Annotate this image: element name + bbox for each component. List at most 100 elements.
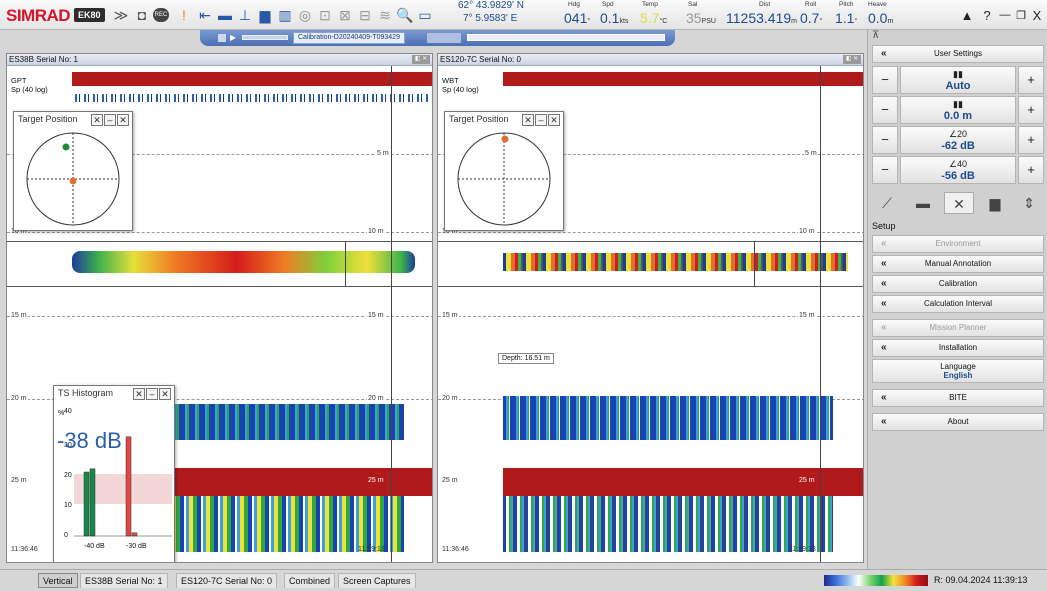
depth-tooltip: Depth: 16.51 m <box>498 353 554 364</box>
gain1-control: − ∠20 -62 dB + <box>872 126 1044 154</box>
fish-layer-echo <box>172 404 404 440</box>
roll-readout: Roll 0.7° <box>800 1 823 26</box>
increase-button[interactable]: + <box>1018 66 1044 94</box>
grid-icon[interactable]: ≋ <box>379 6 391 23</box>
search-icon[interactable]: 🔍 <box>396 6 414 23</box>
settings-icon[interactable]: ✕ <box>91 114 103 126</box>
operation-tab-icon[interactable]: ⟋ <box>882 195 892 211</box>
setup-tab-icon[interactable]: ✕ <box>944 192 974 214</box>
brand-logo: SIMRAD <box>6 6 71 25</box>
stop-icon[interactable] <box>218 34 226 42</box>
tab-combined[interactable]: Combined <box>284 573 336 588</box>
target-icon[interactable]: ◎ <box>298 6 312 23</box>
replay-file-label[interactable]: Calibration-D20240409-T093429 <box>293 32 405 44</box>
layout-tab-icon[interactable]: ▆ <box>989 195 1001 211</box>
mission-planner-button[interactable]: «Mission Planner <box>872 319 1044 337</box>
heave-readout: Heave 0.0m <box>868 1 894 26</box>
minimize-icon[interactable]: – <box>104 114 116 126</box>
calibration-button[interactable]: «Calibration <box>872 275 1044 293</box>
active-tab-icon[interactable]: ⇕ <box>1023 195 1035 211</box>
target-position-plot <box>26 132 120 226</box>
position-readout: 62° 43.9829' N 7° 5.9583' E <box>443 0 533 30</box>
temp-readout: Temp 5.7°C <box>640 1 668 26</box>
close-icon[interactable]: ✕ <box>548 114 560 126</box>
tab-vertical[interactable]: Vertical <box>38 573 78 588</box>
zoom-fit-icon[interactable]: ⊟ <box>359 6 371 23</box>
echogram-icon[interactable]: ▆ <box>259 6 271 23</box>
installation-button[interactable]: «Installation <box>872 339 1044 357</box>
calibration-sphere-echo <box>72 251 415 273</box>
target-position-window[interactable]: Target Position ✕ – ✕ <box>444 111 564 231</box>
tab-es120[interactable]: ES120-7C Serial No: 0 <box>176 573 278 588</box>
histogram-bar <box>125 436 132 537</box>
minimize-icon[interactable]: – <box>535 114 547 126</box>
pitch-readout: Pitch 1.1° <box>835 1 858 26</box>
decrease-button[interactable]: − <box>872 156 898 184</box>
zoom-in-icon[interactable]: ⊡ <box>319 6 331 23</box>
increase-button[interactable]: + <box>1018 96 1044 124</box>
panel-title: ES120-7C Serial No: 0 <box>438 54 863 66</box>
close-icon[interactable]: ✕ <box>159 388 171 400</box>
zoom-out-icon[interactable]: ⊠ <box>339 6 351 23</box>
pin-icon[interactable]: ⊼ <box>872 30 880 41</box>
longitude: 7° 5.9583' E <box>463 13 518 24</box>
calculation-interval-button[interactable]: «Calculation Interval <box>872 295 1044 313</box>
echogram-panel-right: ES120-7C Serial No: 0 ◧ ✕ WBT Sp (40 log… <box>437 53 864 563</box>
settings-icon[interactable]: ✕ <box>522 114 534 126</box>
power-icon: ▮▮ <box>953 69 963 79</box>
record-toggle-icon[interactable]: ▭ <box>418 6 432 23</box>
speed-readout: Spd 0.1kts <box>600 1 629 26</box>
latitude: 62° 43.9829' N <box>458 0 524 11</box>
color-scale[interactable] <box>824 575 928 586</box>
play-icon[interactable]: ▶ <box>230 33 237 42</box>
alarm-icon[interactable]: ▲ <box>960 7 974 23</box>
record-button[interactable]: REC <box>153 8 169 22</box>
minimize-icon[interactable]: – <box>146 388 158 400</box>
decrease-button[interactable]: − <box>872 66 898 94</box>
target-dot-green <box>62 143 70 151</box>
environment-button[interactable]: «Environment <box>872 235 1044 253</box>
ts-histogram-window[interactable]: TS Histogram ✕ – ✕ % 40 30 20 10 0 -38 dB … <box>53 385 175 562</box>
replay-speed-slider[interactable] <box>242 35 288 40</box>
warning-icon[interactable]: ! <box>182 7 186 23</box>
fish-layer-echo <box>503 396 833 440</box>
replay-progress-slider[interactable] <box>467 34 665 41</box>
target-position-window[interactable]: Target Position ✕ – ✕ <box>13 111 133 231</box>
user-settings-button[interactable]: «User Settings <box>872 45 1044 63</box>
seabed-echo <box>172 468 432 496</box>
tab-screen-captures[interactable]: Screen Captures <box>338 573 416 588</box>
about-button[interactable]: «About <box>872 413 1044 431</box>
help-icon[interactable]: ? <box>983 7 991 23</box>
tab-es38b[interactable]: ES38B Serial No: 1 <box>80 573 168 588</box>
chevron-down-icon[interactable]: ≫ <box>113 6 129 23</box>
decrease-button[interactable]: − <box>872 126 898 154</box>
close-icon[interactable]: X <box>1032 7 1042 23</box>
decrease-button[interactable]: − <box>872 96 898 124</box>
settings-icon[interactable]: ✕ <box>133 388 145 400</box>
top-toolbar: SIMRAD EK80 ≫ ◘ REC ! ⇤ ▬ ⊥ ▆ ▥ ◎ ⊡ ⊠ ⊟ … <box>0 0 1047 30</box>
bite-button[interactable]: «BITE <box>872 389 1044 407</box>
minimize-icon[interactable]: — <box>999 9 1011 21</box>
transducer-icon[interactable]: ▬ <box>218 7 232 23</box>
panel-title: ES38B Serial No: 1 <box>7 54 432 66</box>
gain2-control: − ∠40 -56 dB + <box>872 156 1044 184</box>
panel-controls[interactable]: ◧ ✕ <box>412 55 430 64</box>
close-icon[interactable]: ✕ <box>117 114 129 126</box>
increase-button[interactable]: + <box>1018 126 1044 154</box>
replay-options-button[interactable] <box>427 33 461 43</box>
language-button[interactable]: Language English <box>872 359 1044 383</box>
camera-icon[interactable]: ◘ <box>137 7 147 23</box>
target-position-plot <box>457 132 551 226</box>
bottom-scatter-echo <box>172 496 404 552</box>
display-tab-icon[interactable]: ▬ <box>916 195 930 211</box>
increase-button[interactable]: + <box>1018 156 1044 184</box>
ts-value: -38 dB <box>57 428 122 453</box>
distance-readout: Dist 11253.419m <box>726 1 797 26</box>
ping-mode-icon[interactable]: ⇤ <box>199 6 211 23</box>
bar-chart-icon[interactable]: ▥ <box>278 6 292 23</box>
panel-controls[interactable]: ◧ ✕ <box>843 55 861 64</box>
restore-icon[interactable]: ❐ <box>1016 9 1026 22</box>
depth-icon[interactable]: ⊥ <box>238 6 252 23</box>
bottom-scatter-echo <box>503 496 833 552</box>
manual-annotation-button[interactable]: «Manual Annotation <box>872 255 1044 273</box>
